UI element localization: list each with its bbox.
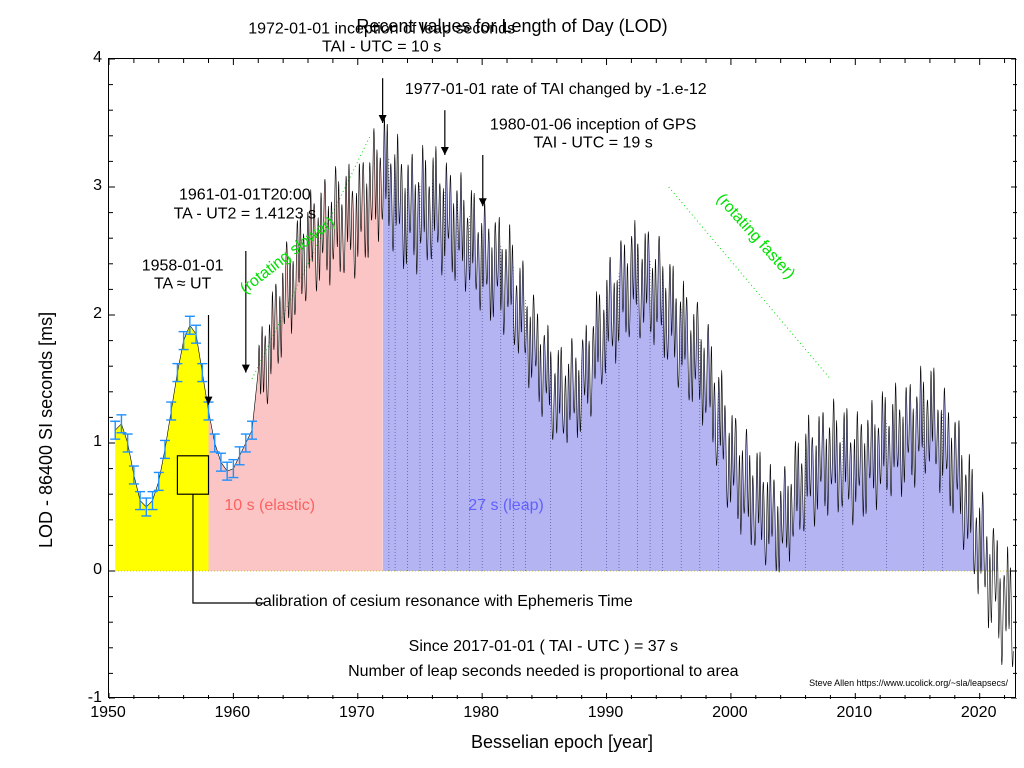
x-tick-label: 1970 <box>339 704 375 722</box>
y-tick-label: 1 <box>78 433 102 451</box>
callout-c1977: 1977-01-01 rate of TAI changed by -1.e-1… <box>405 81 707 99</box>
callout-c1980: 1980-01-06 inception of GPSTAI - UTC = 1… <box>490 116 696 153</box>
x-tick-label: 1980 <box>463 704 499 722</box>
callout-c1961: 1961-01-01T20:00TA - UT2 = 1.4123 s <box>174 187 316 224</box>
y-tick-label: 3 <box>78 177 102 195</box>
attribution-text: Steve Allen https://www.ucolick.org/~sla… <box>809 678 1008 688</box>
y-axis-label: LOD - 86400 SI seconds [ms] <box>36 312 57 548</box>
x-tick-label: 2020 <box>961 704 997 722</box>
y-tick-label: 4 <box>78 49 102 67</box>
region-pre1958 <box>109 325 209 571</box>
y-tick-label: 2 <box>78 305 102 323</box>
bottom-line-2: Number of leap seconds needed is proport… <box>348 663 738 681</box>
region-label-leap: 27 s (leap) <box>468 497 544 515</box>
y-tick-label: -1 <box>78 689 102 707</box>
x-tick-label: 1960 <box>215 704 251 722</box>
arrowhead <box>242 365 250 373</box>
arrowhead <box>441 147 449 155</box>
lod-chart: Recent values for Length of Day (LOD) LO… <box>8 8 1016 760</box>
region-label-steps: 10 s (elastic) <box>224 497 315 515</box>
y-tick-label: 0 <box>78 561 102 579</box>
callout-c1972: 1972-01-01 inception of leap secondsTAI … <box>248 20 515 57</box>
arrowhead <box>379 115 387 123</box>
bottom-line-1: Since 2017-01-01 ( TAI - UTC ) = 37 s <box>409 638 678 656</box>
x-tick-label: 2010 <box>837 704 873 722</box>
x-tick-label: 2000 <box>712 704 748 722</box>
arrowhead <box>479 198 487 206</box>
callout-c1958: 1958-01-01TA ≈ UT <box>142 257 224 294</box>
cesium-label: calibration of cesium resonance with Eph… <box>255 593 633 611</box>
x-tick-label: 1990 <box>588 704 624 722</box>
x-axis-label: Besselian epoch [year] <box>108 732 1016 753</box>
